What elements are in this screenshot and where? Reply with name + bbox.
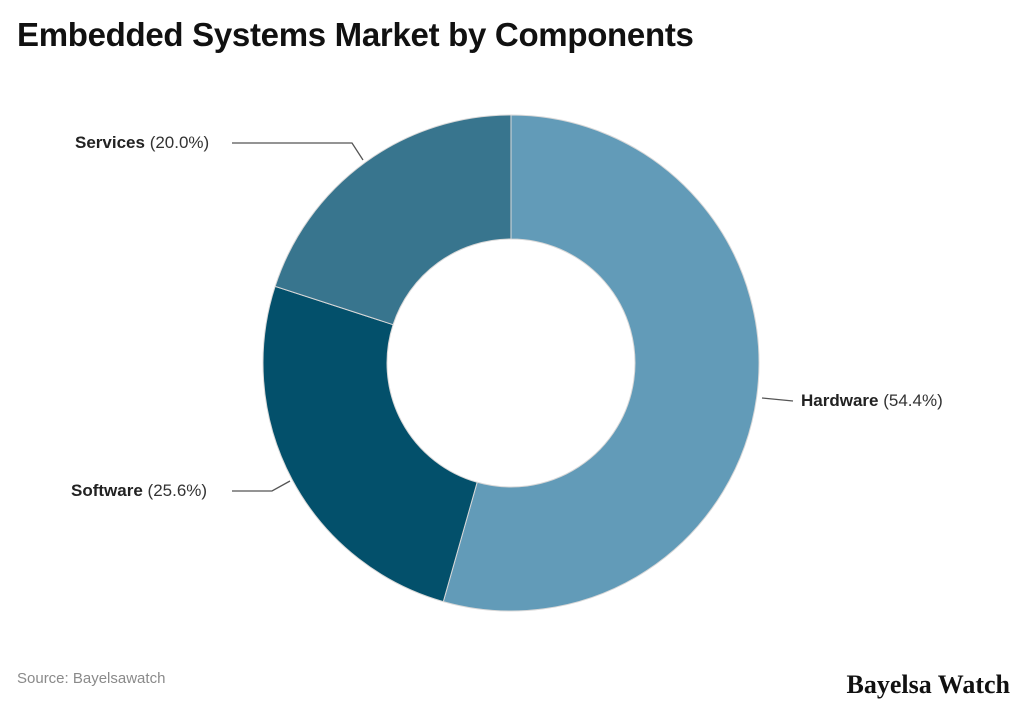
label-hardware-pct: (54.4%) [883,391,943,410]
label-services: Services (20.0%) [75,133,209,153]
label-software-pct: (25.6%) [147,481,208,500]
brand-logo: Bayelsa Watch [846,670,1010,699]
leader-line-software [232,480,291,492]
label-software-name: Software [71,481,143,500]
slice-services [274,114,512,326]
label-services-pct: (20.0%) [149,133,210,152]
slice-hardware [442,114,760,612]
donut-slices [262,114,760,612]
chart-title: Embedded Systems Market by Components [17,16,694,53]
leader-line-hardware [761,397,794,402]
leader-lines [232,142,794,492]
label-hardware: Hardware (54.4%) [801,391,943,411]
label-hardware-name: Hardware [801,391,879,410]
source-note: Source: Bayelsawatch [17,670,166,687]
slice-software [262,285,478,603]
leader-line-services [232,142,364,161]
label-services-name: Services [75,133,145,152]
label-software: Software (25.6%) [71,481,207,501]
